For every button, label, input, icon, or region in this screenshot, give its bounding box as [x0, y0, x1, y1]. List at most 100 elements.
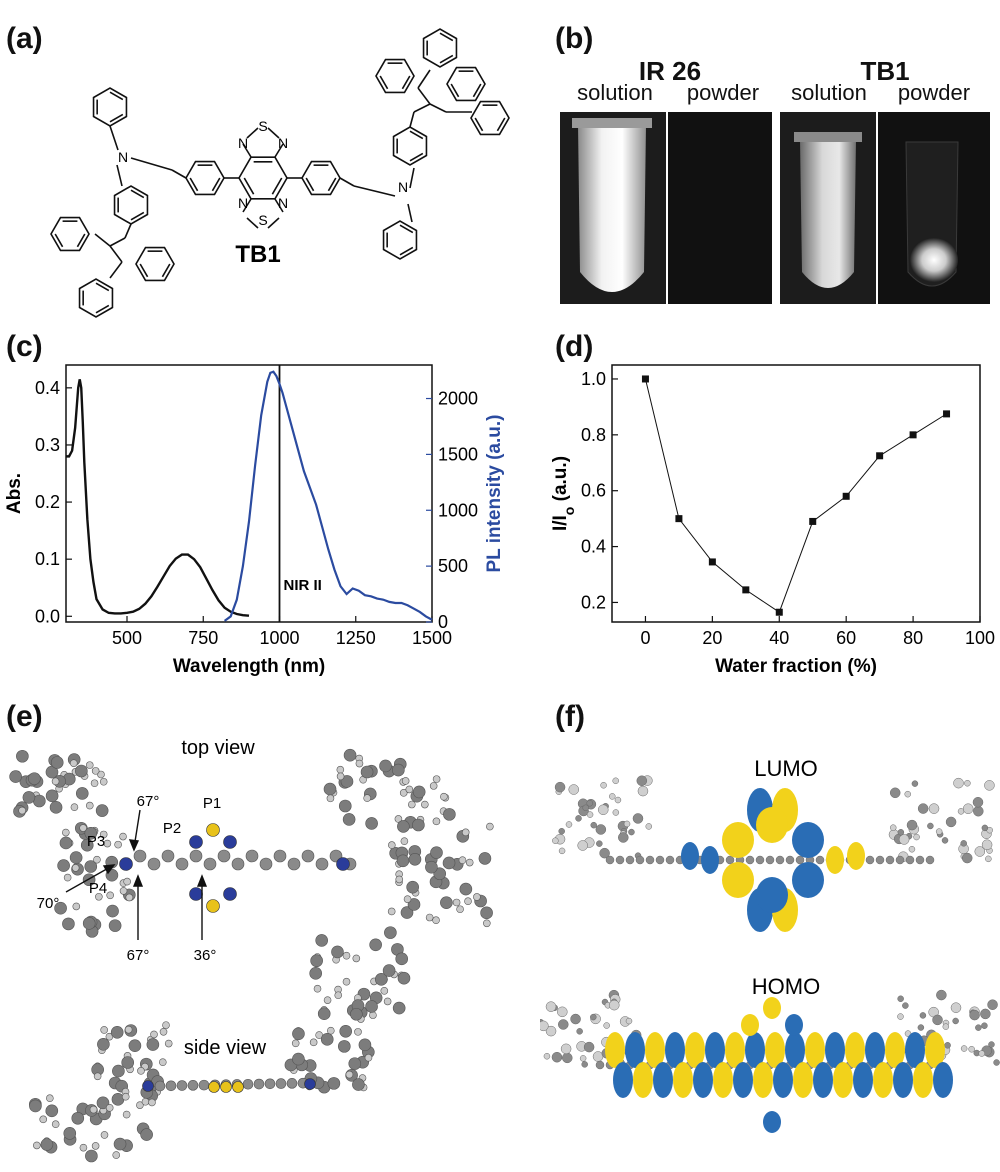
lumo-cluster-right — [973, 805, 984, 817]
tpe-cluster-right — [461, 828, 470, 837]
lumo-backbone — [895, 855, 905, 865]
atom-s-2: S — [258, 212, 267, 228]
tpe-cluster-left — [119, 832, 127, 841]
powder-glow — [910, 238, 958, 282]
bond-t4 — [267, 127, 280, 139]
x-axis-label: Wavelength (nm) — [173, 656, 325, 677]
tpe-cluster-top-right — [338, 799, 352, 813]
side-cluster-right-top — [392, 1001, 406, 1015]
side-cluster-right — [327, 1077, 341, 1090]
homo-cluster-right — [981, 1022, 988, 1029]
ring-tpe-r1 — [446, 66, 486, 102]
lumo-cluster-left — [558, 827, 565, 835]
tpe-cluster-top-right — [355, 759, 364, 768]
nitrogen-atom — [336, 857, 350, 871]
lumo-cluster-left — [590, 821, 597, 829]
side-cluster-right-top — [334, 991, 343, 1000]
side-cluster-right — [338, 1040, 351, 1053]
side-cluster-left-top — [158, 1058, 167, 1066]
tpe-cluster-top-left — [18, 806, 26, 815]
side-cluster-right-top — [310, 954, 323, 968]
atom-n-5: N — [118, 149, 128, 165]
side-backbone-atom — [264, 1078, 276, 1090]
ring-amine-left-bottom — [113, 185, 149, 225]
side-cluster-left-bottom — [71, 1111, 85, 1125]
tpe-cluster-right — [458, 856, 467, 864]
side-cluster-left-bottom — [85, 1149, 98, 1163]
tpe-cluster-left — [80, 838, 94, 852]
homo-cluster-left — [562, 1052, 573, 1064]
lumo-cluster-right — [981, 839, 993, 850]
backbone-atom — [175, 857, 189, 871]
y-tick-label: 0.6 — [581, 481, 606, 501]
ring-amine-left-top-bond — [109, 113, 124, 123]
structure-tb1: TB1 N N S N N S N N — [50, 28, 510, 318]
side-cluster-left-bottom — [148, 1098, 156, 1107]
lumo-lobe — [826, 846, 844, 874]
backbone-atom — [231, 857, 245, 871]
bond-l11 — [109, 261, 123, 279]
x-tick-label: 60 — [836, 628, 856, 648]
lumo-cluster-right — [906, 819, 918, 831]
lumo-cluster-left — [597, 804, 609, 815]
backbone-atom — [147, 857, 161, 871]
homo-cluster-right — [987, 999, 998, 1010]
lumo-backbone — [655, 855, 665, 865]
lumo-cluster-right — [985, 855, 992, 863]
side-cluster-left-top — [121, 1056, 135, 1069]
lumo-cluster-left — [612, 809, 620, 816]
y-axis-label-unit: (a.u.) — [550, 456, 571, 507]
side-cluster-left-top — [97, 1037, 110, 1051]
homo-lobe — [825, 1032, 845, 1068]
ring-amine-right-bottom — [382, 220, 418, 260]
side-cluster-left-bottom — [140, 1128, 153, 1141]
tpe-cluster-top-right — [392, 763, 405, 777]
tpe-cluster-right — [480, 906, 493, 920]
ring-amine-right-bottom-bond — [399, 246, 414, 256]
tpe-cluster-right — [425, 913, 434, 922]
homo-cluster-left — [558, 1019, 569, 1030]
homo-lobe — [885, 1032, 905, 1068]
y-tick-label: 0.8 — [581, 425, 606, 445]
lumo-cluster-left — [636, 775, 648, 787]
tpe-cluster-right — [384, 926, 397, 939]
backbone-atom — [273, 849, 287, 863]
side-cluster-left-bottom — [29, 1099, 42, 1113]
vial-ir26-glow — [578, 124, 646, 292]
tpe-cluster-top-right — [379, 759, 392, 773]
tpe-cluster-top-right — [401, 777, 410, 785]
homo-cluster-right — [919, 1012, 927, 1019]
lumo-cluster-left — [565, 821, 573, 828]
tpe-cluster-left — [79, 824, 87, 832]
ring-tpe-r2-bond — [379, 75, 389, 90]
y2-tick-label: 1000 — [438, 500, 478, 520]
lumo-backbone — [785, 855, 795, 865]
ring-amine-right-top-bond — [409, 130, 424, 140]
tpe-cluster-top-left — [70, 803, 79, 811]
lumo-cluster-left — [645, 823, 653, 830]
side-cluster-right — [354, 1028, 362, 1036]
side-cluster-right — [291, 1039, 300, 1048]
tpe-cluster-right — [400, 906, 414, 919]
tpe-cluster-left — [69, 851, 83, 864]
homo-lobe — [785, 1032, 805, 1068]
atom-n-2: N — [278, 135, 288, 151]
side-cluster-right-top — [342, 951, 351, 960]
lumo-cluster-left — [623, 820, 631, 828]
side-cluster-left-top — [164, 1039, 173, 1048]
lumo-cluster-right — [917, 803, 929, 814]
tpe-cluster-top-right — [405, 785, 414, 794]
lumo-cluster-right — [961, 852, 973, 864]
lumo-backbone — [755, 855, 765, 865]
lumo-cluster-right — [953, 777, 964, 789]
tpe-cluster-left — [71, 864, 80, 872]
ring-tpe-r4 — [470, 100, 510, 136]
tpe-cluster-top-left — [50, 756, 64, 769]
homo-cluster-left — [540, 1020, 549, 1032]
homo-cluster-left — [543, 1052, 551, 1060]
bond-l3 — [171, 169, 187, 179]
lumo-cluster-right — [897, 829, 905, 836]
homo-label: HOMO — [752, 974, 820, 999]
tpe-cluster-left — [72, 902, 81, 911]
tpe-cluster-left — [106, 891, 114, 900]
